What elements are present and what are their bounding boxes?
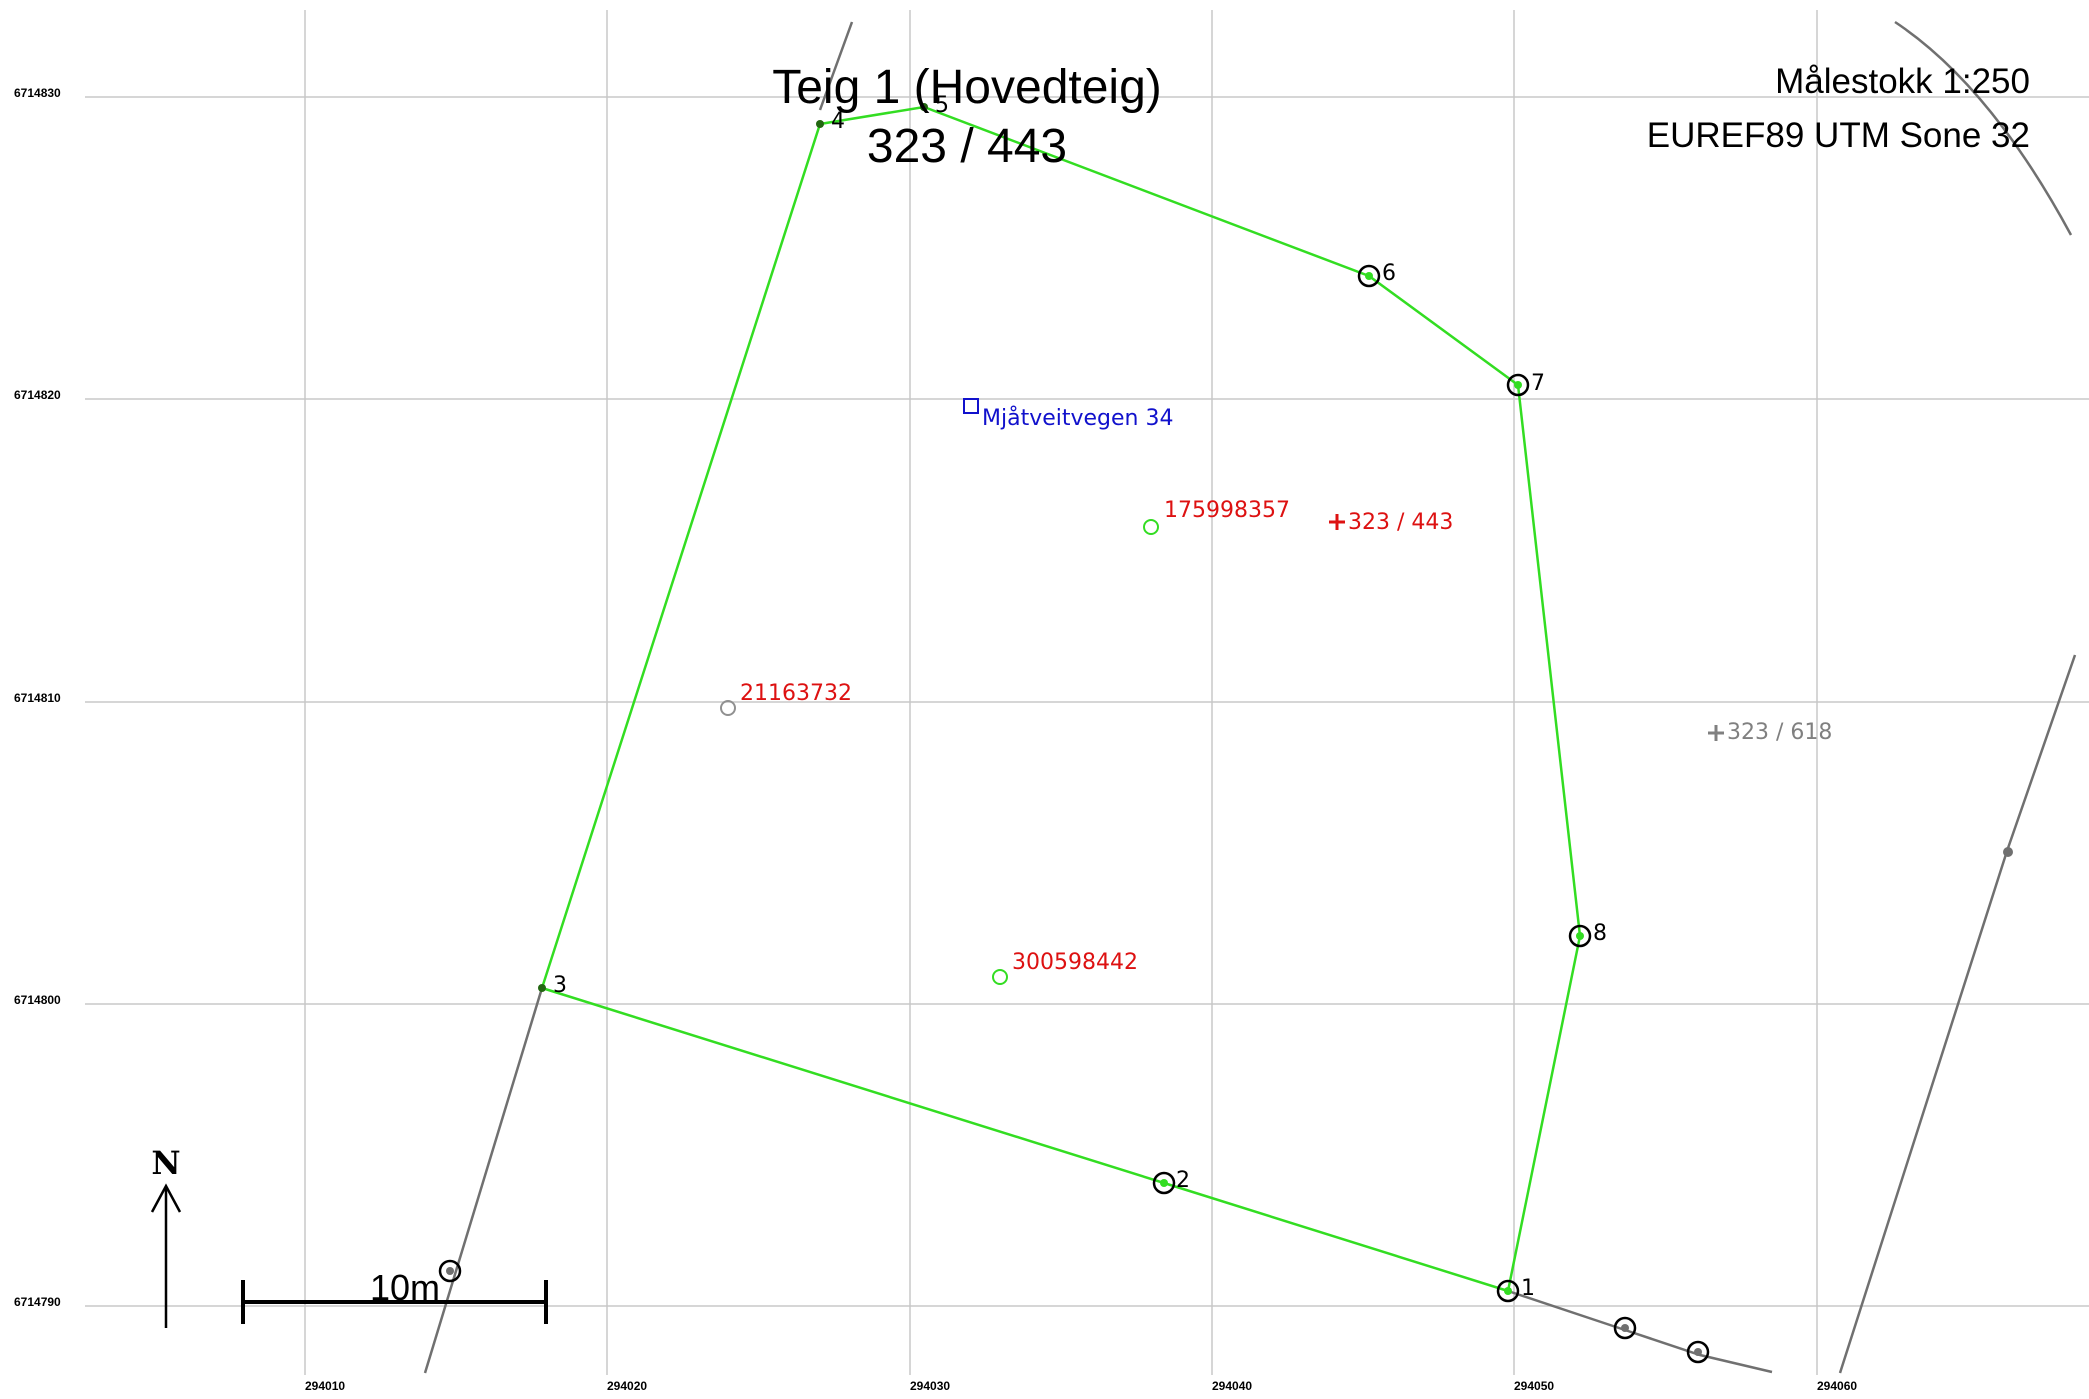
building-point-icon[interactable] bbox=[1143, 519, 1159, 535]
point-label-4: 4 bbox=[831, 109, 845, 134]
parcel-cross-icon[interactable] bbox=[1329, 514, 1345, 530]
survey-marker-1[interactable] bbox=[1496, 1279, 1520, 1303]
scale-text: Målestokk 1:250 bbox=[1775, 62, 2030, 101]
y-tick-label: 6714790 bbox=[14, 1295, 61, 1309]
parcel-boundary[interactable] bbox=[540, 105, 1582, 1293]
parcel-marker-label: 323 / 443 bbox=[1348, 510, 1453, 535]
coordinate-grid bbox=[85, 10, 2089, 1375]
parcel-number: 323 / 443 bbox=[867, 120, 1067, 173]
neighbor-parcel-label: 323 / 618 bbox=[1727, 720, 1832, 745]
neighbor-arc-northeast bbox=[1894, 20, 2073, 236]
point-label-6: 6 bbox=[1382, 261, 1396, 286]
north-arrow-head-icon bbox=[150, 1183, 182, 1213]
neighbor-line-west bbox=[423, 987, 544, 1374]
survey-marker-5[interactable] bbox=[920, 103, 928, 111]
scale-bar bbox=[241, 1280, 548, 1324]
survey-marker-3[interactable] bbox=[538, 984, 546, 992]
y-tick-label: 6714810 bbox=[14, 691, 61, 705]
survey-marker-6[interactable] bbox=[1357, 264, 1381, 288]
survey-marker-7[interactable] bbox=[1506, 373, 1530, 397]
y-tick-label: 6714830 bbox=[14, 86, 61, 100]
neighbor-marker bbox=[1613, 1316, 1637, 1340]
point-label-8: 8 bbox=[1593, 921, 1607, 946]
point-label-2: 2 bbox=[1176, 1168, 1190, 1193]
crs-text: EUREF89 UTM Sone 32 bbox=[1647, 116, 2030, 155]
address-label: Mjåtveitvegen 34 bbox=[982, 405, 1173, 431]
x-tick-label: 294050 bbox=[1514, 1379, 1554, 1393]
y-tick-label: 6714800 bbox=[14, 993, 61, 1007]
neighbor-line-south bbox=[1507, 1289, 1773, 1374]
neighbor-line-north bbox=[818, 21, 854, 111]
survey-marker-2[interactable] bbox=[1152, 1171, 1176, 1195]
y-tick-label: 6714820 bbox=[14, 388, 61, 402]
survey-marker-4[interactable] bbox=[816, 120, 824, 128]
building-point-icon[interactable] bbox=[720, 700, 736, 716]
address-marker-icon[interactable] bbox=[963, 398, 979, 414]
building-label: 300598442 bbox=[1012, 950, 1138, 975]
scale-bar-label: 10m bbox=[370, 1267, 440, 1308]
building-label: 175998357 bbox=[1164, 498, 1290, 523]
x-tick-label: 294040 bbox=[1212, 1379, 1252, 1393]
x-tick-label: 294020 bbox=[607, 1379, 647, 1393]
x-tick-label: 294030 bbox=[910, 1379, 950, 1393]
building-label: 21163732 bbox=[740, 681, 852, 706]
building-point-icon[interactable] bbox=[992, 969, 1008, 985]
x-tick-label: 294010 bbox=[305, 1379, 345, 1393]
survey-marker-8[interactable] bbox=[1568, 924, 1592, 948]
point-label-5: 5 bbox=[935, 93, 949, 118]
north-label: N bbox=[151, 1144, 180, 1182]
point-label-1: 1 bbox=[1521, 1276, 1535, 1301]
neighbor-marker bbox=[1686, 1340, 1710, 1364]
x-tick-label: 294060 bbox=[1817, 1379, 1857, 1393]
neighbor-marker bbox=[2003, 847, 2013, 857]
north-arrow: N bbox=[150, 1144, 182, 1328]
neighbor-parcel-cross-icon[interactable] bbox=[1708, 725, 1724, 741]
boundary-markers bbox=[438, 103, 2013, 1364]
neighbor-line-east bbox=[1838, 654, 2077, 1374]
map-title: Teig 1 (Hovedteig) bbox=[772, 61, 1162, 114]
point-label-7: 7 bbox=[1531, 371, 1545, 396]
neighbor-marker bbox=[438, 1259, 462, 1283]
neighbor-boundaries bbox=[423, 20, 2077, 1374]
point-label-3: 3 bbox=[553, 973, 567, 998]
